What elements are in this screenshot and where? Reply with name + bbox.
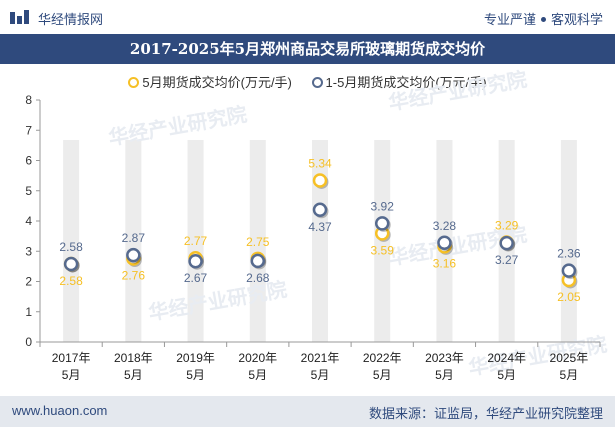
column-background — [125, 140, 142, 342]
data-label-may: 3.29 — [495, 218, 519, 232]
column-background — [249, 140, 266, 342]
data-label-ytd: 3.27 — [495, 253, 519, 267]
data-label-may: 3.59 — [371, 243, 395, 257]
data-label-may: 2.05 — [557, 290, 581, 304]
data-label-ytd: 3.92 — [371, 199, 395, 213]
column-background — [63, 140, 80, 342]
point-ytd — [188, 253, 203, 269]
top-bar: 华经情报网 专业严谨 客观科学 — [0, 0, 615, 34]
bar-chart-logo-icon — [10, 10, 29, 24]
y-tick-label: 7 — [25, 123, 32, 137]
x-category-label: 5月 — [62, 368, 81, 382]
point-may — [312, 173, 328, 188]
y-tick-label: 2 — [25, 275, 32, 289]
x-category-label: 5月 — [435, 368, 454, 382]
x-category-label: 2018年 — [114, 351, 153, 365]
y-tick-label: 6 — [25, 154, 32, 168]
column-background — [560, 140, 577, 342]
point-ytd — [63, 256, 79, 272]
column-background — [187, 140, 204, 342]
data-label-ytd: 3.28 — [433, 219, 457, 233]
website-link[interactable]: www.huaon.com — [12, 403, 108, 418]
data-label-ytd: 2.67 — [184, 271, 208, 285]
y-tick-label: 0 — [25, 335, 32, 349]
point-ytd — [437, 235, 452, 251]
legend-label-may: 5月期货成交均价(万元/手) — [142, 75, 292, 90]
data-label-may: 2.75 — [246, 235, 270, 249]
slogan-left: 专业严谨 — [483, 12, 536, 27]
data-label-ytd: 4.37 — [308, 220, 332, 234]
x-category-label: 5月 — [373, 368, 392, 382]
x-category-label: 2024年 — [487, 351, 526, 365]
data-label-ytd: 2.87 — [122, 231, 146, 245]
point-ytd — [250, 253, 266, 269]
x-category-label: 5月 — [560, 368, 579, 382]
x-category-label: 5月 — [124, 368, 143, 382]
data-label-may: 2.77 — [184, 234, 208, 248]
y-tick-label: 1 — [25, 305, 32, 319]
data-label-may: 5.34 — [308, 156, 332, 170]
chart-title: 2017-2025年5月郑州商品交易所玻璃期货成交均价 — [0, 34, 615, 64]
point-ytd — [499, 235, 514, 251]
data-label-ytd: 2.68 — [246, 271, 270, 285]
watermark-text: 华经产业研究院 — [107, 102, 249, 150]
legend-label-ytd: 1-5月期货成交均价(万元/手) — [325, 75, 487, 90]
column-background — [312, 140, 328, 342]
x-category-label: 2025年 — [550, 351, 589, 365]
chart-legend: 5月期货成交均价(万元/手) 1-5月期货成交均价(万元/手) — [0, 72, 615, 91]
point-ytd — [312, 202, 328, 218]
legend-marker-may — [128, 77, 140, 88]
point-ytd — [561, 263, 577, 278]
dot-separator — [540, 17, 546, 22]
legend-marker-ytd — [311, 77, 323, 88]
legend-item-ytd: 1-5月期货成交均价(万元/手) — [311, 72, 487, 91]
slogan-right: 客观科学 — [550, 12, 603, 27]
x-category-label: 2023年 — [425, 351, 464, 365]
point-ytd — [374, 216, 390, 231]
x-category-label: 2019年 — [176, 351, 215, 365]
y-tick-label: 4 — [25, 214, 32, 228]
x-category-label: 5月 — [497, 368, 516, 382]
x-category-label: 5月 — [248, 368, 267, 382]
x-category-label: 2021年 — [301, 351, 340, 365]
x-category-label: 2020年 — [238, 351, 277, 365]
column-background — [374, 140, 391, 342]
y-tick-label: 3 — [25, 244, 32, 258]
data-label-may: 2.76 — [122, 269, 146, 283]
slogan: 专业严谨 客观科学 — [484, 9, 603, 28]
x-category-label: 2022年 — [363, 351, 402, 365]
point-ytd — [126, 247, 141, 263]
data-label-may: 3.16 — [433, 256, 457, 270]
data-label-ytd: 2.58 — [59, 240, 83, 254]
y-tick-label: 5 — [25, 184, 32, 198]
x-category-label: 5月 — [186, 368, 205, 382]
footer-bar: www.huaon.com 数据来源：证监局，华经产业研究院整理 — [0, 396, 615, 427]
data-source: 数据来源：证监局，华经产业研究院整理 — [368, 406, 603, 421]
y-tick-label: 8 — [25, 93, 32, 107]
x-category-label: 5月 — [311, 368, 330, 382]
brand-name: 华经情报网 — [38, 12, 104, 27]
watermark-text: 华经产业研究院 — [387, 67, 529, 115]
data-label-may: 2.58 — [59, 274, 83, 288]
x-category-label: 2017年 — [52, 351, 91, 365]
legend-item-may: 5月期货成交均价(万元/手) — [128, 72, 292, 91]
data-label-ytd: 2.36 — [557, 247, 581, 261]
